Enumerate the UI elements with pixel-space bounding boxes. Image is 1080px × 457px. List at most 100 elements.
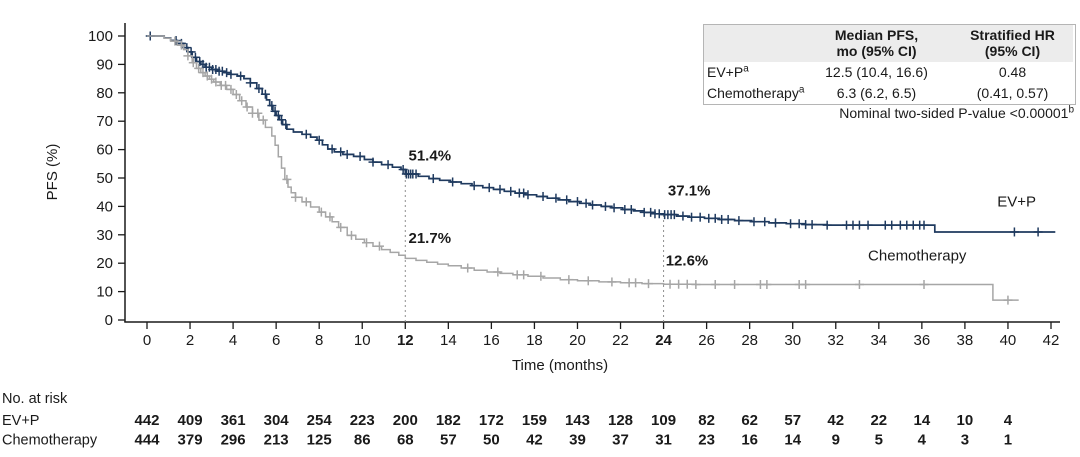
at-risk-value-ev-p: 14: [914, 412, 931, 429]
x-tick-label: 24: [655, 332, 672, 349]
y-tick-label: 10: [96, 284, 113, 301]
stats-row-evp-label: EV+Pa: [704, 62, 801, 83]
stats-header-hr: Stratified HR (95% CI): [952, 25, 1073, 62]
y-tick-label: 60: [96, 142, 113, 159]
stats-row-chemo-label-text: Chemotherapy: [707, 85, 799, 101]
x-axis-title: Time (months): [512, 357, 608, 374]
at-risk-value-chemotherapy: 50: [483, 432, 500, 449]
at-risk-value-ev-p: 10: [957, 412, 974, 429]
at-risk-value-chemotherapy: 3: [961, 432, 969, 449]
landmark-annotation: 12.6%: [666, 252, 709, 269]
p-value-note: Nominal two-sided P-value <0.00001b: [839, 105, 1074, 121]
at-risk-row-label-ev-p: EV+P: [2, 413, 39, 429]
stats-row-chemo-median: 6.3 (6.2, 6.5): [836, 85, 917, 101]
at-risk-value-ev-p: 361: [221, 412, 246, 429]
at-risk-value-chemotherapy: 57: [440, 432, 457, 449]
landmark-annotation: 21.7%: [409, 230, 452, 247]
x-tick-label: 34: [870, 332, 887, 349]
at-risk-value-chemotherapy: 444: [134, 432, 160, 449]
at-risk-value-chemotherapy: 16: [741, 432, 758, 449]
y-tick-label: 30: [96, 227, 113, 244]
at-risk-value-chemotherapy: 4: [918, 432, 927, 449]
at-risk-value-chemotherapy: 379: [178, 432, 203, 449]
x-tick-label: 20: [569, 332, 586, 349]
x-tick-label: 0: [143, 332, 151, 349]
at-risk-value-ev-p: 159: [522, 412, 547, 429]
x-tick-label: 12: [397, 332, 414, 349]
stats-header-empty: [704, 25, 801, 62]
stats-header-median-line1: Median PFS,: [834, 27, 919, 43]
at-risk-value-ev-p: 128: [608, 412, 633, 429]
x-tick-label: 16: [483, 332, 500, 349]
x-tick-label: 32: [827, 332, 844, 349]
at-risk-value-ev-p: 304: [264, 412, 290, 429]
series-label-ev-p: EV+P: [997, 193, 1036, 210]
series-label-chemotherapy: Chemotherapy: [868, 247, 967, 264]
stats-header-hr-line1: Stratified HR: [970, 27, 1055, 43]
at-risk-value-ev-p: 57: [784, 412, 801, 429]
at-risk-value-chemotherapy: 296: [221, 432, 246, 449]
y-tick-label: 20: [96, 255, 113, 272]
stats-table: Median PFS, mo (95% CI) Stratified HR (9…: [703, 24, 1076, 105]
at-risk-value-chemotherapy: 68: [397, 432, 414, 449]
x-tick-label: 10: [354, 332, 371, 349]
x-tick-label: 42: [1043, 332, 1060, 349]
x-tick-label: 30: [784, 332, 801, 349]
at-risk-value-ev-p: 4: [1004, 412, 1013, 429]
y-tick-label: 70: [96, 113, 113, 130]
at-risk-title: No. at risk: [2, 391, 68, 407]
x-tick-label: 26: [698, 332, 715, 349]
y-tick-label: 90: [96, 56, 113, 73]
stats-row-chemo-label: Chemotherapya: [704, 83, 804, 104]
y-axis-title: PFS (%): [44, 144, 61, 201]
x-tick-label: 8: [315, 332, 323, 349]
at-risk-value-chemotherapy: 39: [569, 432, 586, 449]
x-tick-label: 14: [440, 332, 457, 349]
at-risk-value-chemotherapy: 213: [264, 432, 289, 449]
stats-header-median-line2: mo (95% CI): [836, 43, 917, 59]
at-risk-value-ev-p: 109: [651, 412, 676, 429]
at-risk-value-ev-p: 42: [827, 412, 844, 429]
at-risk-value-chemotherapy: 37: [612, 432, 629, 449]
at-risk-value-chemotherapy: 86: [354, 432, 371, 449]
x-tick-label: 6: [272, 332, 280, 349]
landmark-annotation: 37.1%: [668, 183, 711, 200]
at-risk-value-ev-p: 62: [741, 412, 758, 429]
p-value-footnote-marker: b: [1068, 104, 1074, 116]
x-tick-label: 2: [186, 332, 194, 349]
at-risk-value-chemotherapy: 23: [698, 432, 715, 449]
at-risk-value-ev-p: 200: [393, 412, 418, 429]
at-risk-row-label-chemotherapy: Chemotherapy: [2, 433, 98, 449]
y-tick-label: 0: [105, 312, 113, 329]
at-risk-value-ev-p: 82: [698, 412, 715, 429]
x-tick-label: 4: [229, 332, 237, 349]
p-value-text: Nominal two-sided P-value <0.00001: [839, 105, 1069, 121]
y-tick-label: 100: [88, 28, 113, 45]
stats-header-median-pfs: Median PFS, mo (95% CI): [801, 25, 952, 62]
at-risk-value-chemotherapy: 125: [307, 432, 332, 449]
at-risk-value-ev-p: 409: [178, 412, 203, 429]
at-risk-value-chemotherapy: 14: [784, 432, 801, 449]
y-tick-label: 50: [96, 170, 113, 187]
stats-row-evp-median: 12.5 (10.4, 16.6): [825, 64, 928, 80]
at-risk-value-chemotherapy: 31: [655, 432, 672, 449]
stats-row-evp-footnote-marker: a: [743, 63, 749, 75]
x-tick-label: 22: [612, 332, 629, 349]
at-risk-value-chemotherapy: 9: [832, 432, 840, 449]
at-risk-value-ev-p: 254: [307, 412, 333, 429]
at-risk-value-ev-p: 442: [134, 412, 159, 429]
stats-row-evp-hr: 0.48: [998, 64, 1027, 80]
x-tick-label: 36: [914, 332, 931, 349]
landmark-annotation: 51.4%: [409, 147, 452, 164]
at-risk-value-ev-p: 143: [565, 412, 590, 429]
y-tick-label: 40: [96, 198, 113, 215]
at-risk-value-chemotherapy: 1: [1004, 432, 1012, 449]
at-risk-value-ev-p: 22: [870, 412, 887, 429]
at-risk-value-ev-p: 172: [479, 412, 504, 429]
at-risk-value-ev-p: 182: [436, 412, 461, 429]
at-risk-value-chemotherapy: 5: [875, 432, 883, 449]
y-tick-label: 80: [96, 85, 113, 102]
x-tick-label: 18: [526, 332, 543, 349]
